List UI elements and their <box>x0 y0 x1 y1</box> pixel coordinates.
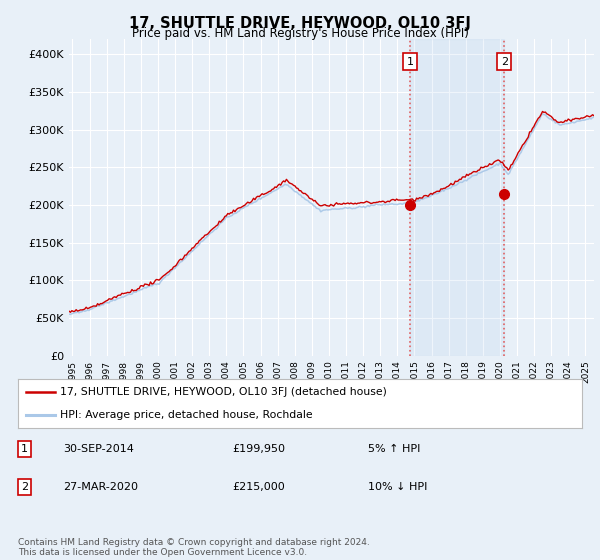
Text: HPI: Average price, detached house, Rochdale: HPI: Average price, detached house, Roch… <box>60 410 313 420</box>
Text: Price paid vs. HM Land Registry's House Price Index (HPI): Price paid vs. HM Land Registry's House … <box>131 27 469 40</box>
Text: Contains HM Land Registry data © Crown copyright and database right 2024.
This d: Contains HM Land Registry data © Crown c… <box>18 538 370 557</box>
Text: 17, SHUTTLE DRIVE, HEYWOOD, OL10 3FJ (detached house): 17, SHUTTLE DRIVE, HEYWOOD, OL10 3FJ (de… <box>60 388 387 398</box>
Text: 1: 1 <box>407 57 413 67</box>
Text: 17, SHUTTLE DRIVE, HEYWOOD, OL10 3FJ: 17, SHUTTLE DRIVE, HEYWOOD, OL10 3FJ <box>129 16 471 31</box>
Text: £215,000: £215,000 <box>232 482 285 492</box>
Text: 30-SEP-2014: 30-SEP-2014 <box>63 444 134 454</box>
Text: 2: 2 <box>500 57 508 67</box>
Text: 2: 2 <box>21 482 28 492</box>
Text: 5% ↑ HPI: 5% ↑ HPI <box>368 444 420 454</box>
Text: £199,950: £199,950 <box>232 444 286 454</box>
Bar <box>410 39 504 356</box>
Text: 10% ↓ HPI: 10% ↓ HPI <box>368 482 427 492</box>
Text: 27-MAR-2020: 27-MAR-2020 <box>63 482 138 492</box>
Text: 1: 1 <box>21 444 28 454</box>
